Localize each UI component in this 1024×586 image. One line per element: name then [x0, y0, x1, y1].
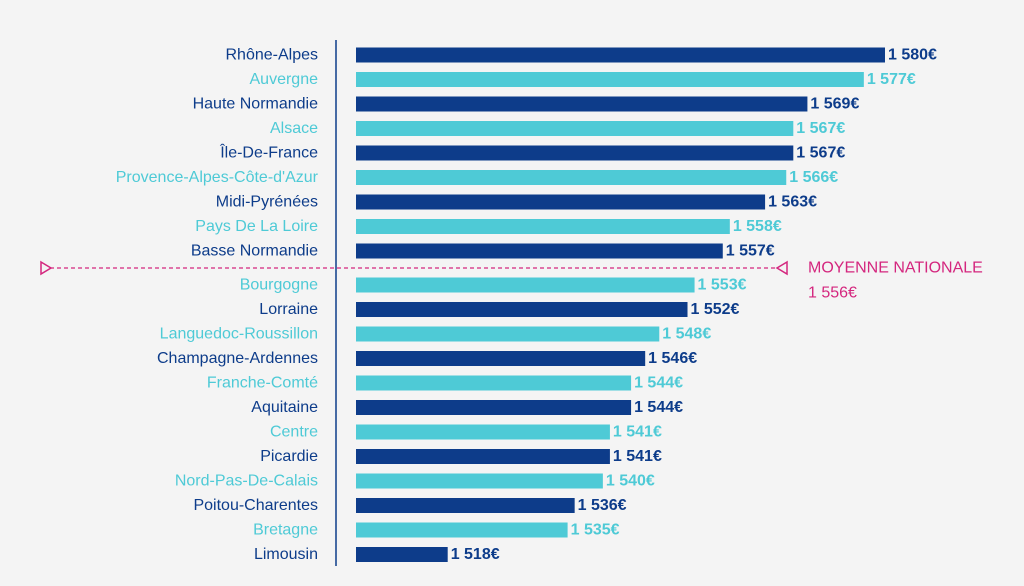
value-label: 1 567€	[796, 120, 845, 137]
value-label: 1 518€	[451, 546, 500, 563]
bar	[356, 400, 632, 415]
bar	[356, 449, 610, 464]
value-label: 1 567€	[796, 145, 845, 162]
value-label: 1 535€	[571, 522, 620, 539]
value-label: 1 580€	[888, 47, 937, 64]
category-label: Pays De La Loire	[195, 218, 318, 235]
bar	[356, 47, 885, 63]
value-label: 1 566€	[789, 169, 838, 186]
bar	[356, 498, 575, 513]
bar	[356, 72, 864, 87]
value-label: 1 541€	[613, 424, 662, 441]
category-label: Haute Normandie	[193, 96, 319, 113]
category-label: Limousin	[254, 546, 318, 563]
bar	[356, 326, 660, 342]
category-label: Basse Normandie	[191, 243, 318, 260]
bar	[356, 194, 766, 210]
value-label: 1 569€	[810, 96, 859, 113]
bar	[356, 302, 688, 317]
value-label: 1 541€	[613, 448, 662, 465]
value-label: 1 557€	[726, 243, 775, 260]
bar	[356, 375, 632, 391]
bars-group: Rhône-Alpes 1 580€ Auvergne 1 577€ Haute Nor…	[116, 47, 937, 564]
category-label: Provence-Alpes-Côte-d'Azur	[116, 169, 319, 186]
bar	[356, 277, 695, 293]
category-label: Champagne-Ardennes	[157, 350, 318, 367]
category-label: Alsace	[270, 120, 318, 137]
bar	[356, 473, 603, 489]
average-reference: MOYENNE NATIONALE 1 556€	[40, 260, 983, 302]
average-value-label: 1 556€	[808, 285, 857, 302]
value-label: 1 563€	[768, 194, 817, 211]
category-label: Lorraine	[259, 301, 318, 318]
bar	[356, 145, 794, 161]
category-label: Poitou-Charentes	[193, 497, 318, 514]
category-label: Centre	[270, 424, 318, 441]
value-label: 1 544€	[634, 375, 683, 392]
bar	[356, 243, 723, 259]
value-label: 1 546€	[648, 350, 697, 367]
bar	[356, 170, 787, 185]
bar	[356, 522, 568, 538]
category-label: Picardie	[260, 448, 318, 465]
value-label: 1 536€	[578, 497, 627, 514]
category-label: Auvergne	[250, 71, 319, 88]
bar	[356, 547, 448, 562]
category-label: Île-De-France	[219, 143, 318, 162]
category-label: Nord-Pas-De-Calais	[175, 473, 318, 490]
value-label: 1 552€	[691, 301, 740, 318]
bar	[356, 424, 610, 440]
value-label: 1 548€	[662, 326, 711, 343]
category-label: Rhône-Alpes	[226, 47, 319, 64]
category-label: Franche-Comté	[207, 375, 318, 392]
value-label: 1 544€	[634, 399, 683, 416]
bar	[356, 351, 646, 366]
bar	[356, 121, 794, 136]
bar	[356, 96, 808, 112]
value-label: 1 577€	[867, 71, 916, 88]
average-label: MOYENNE NATIONALE	[808, 260, 983, 277]
bar	[356, 219, 730, 234]
average-line-left-marker	[40, 260, 53, 276]
category-label: Midi-Pyrénées	[216, 194, 318, 211]
category-label: Bretagne	[253, 522, 318, 539]
value-label: 1 558€	[733, 218, 782, 235]
category-label: Languedoc-Roussillon	[160, 326, 318, 343]
category-label: Aquitaine	[251, 399, 318, 416]
value-label: 1 553€	[698, 277, 747, 294]
average-line-right-marker	[775, 260, 788, 276]
value-label: 1 540€	[606, 473, 655, 490]
category-label: Bourgogne	[240, 277, 318, 294]
